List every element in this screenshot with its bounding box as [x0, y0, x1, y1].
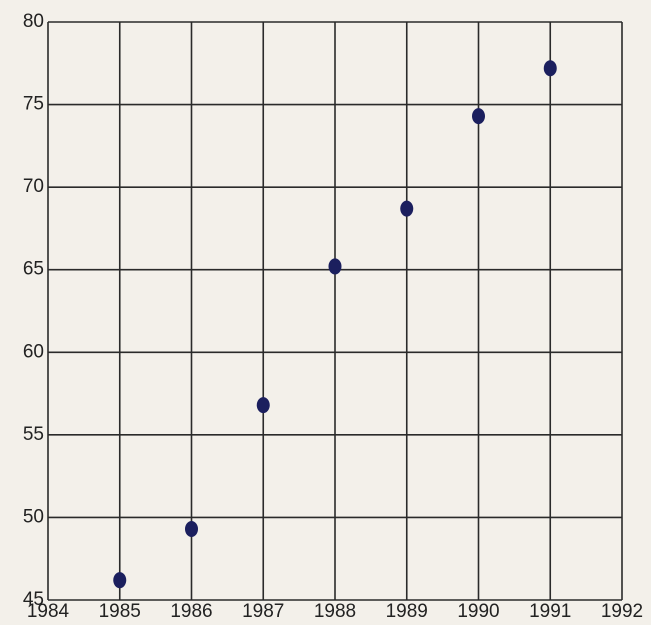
y-tick-label: 50 [23, 506, 44, 527]
y-tick-label: 60 [23, 341, 44, 362]
x-tick-label: 1992 [601, 601, 643, 622]
data-point [113, 572, 127, 589]
y-tick-label: 75 [23, 94, 44, 115]
x-tick-label: 1986 [170, 601, 212, 622]
x-tick-label: 1987 [242, 601, 284, 622]
x-tick-label: 1984 [27, 601, 70, 622]
data-point [543, 60, 557, 77]
y-tick-label: 70 [23, 176, 44, 197]
y-tick-label: 80 [23, 11, 44, 32]
data-point [400, 200, 414, 217]
x-tick-label: 1988 [314, 601, 356, 622]
x-tick-label: 1991 [529, 601, 571, 622]
y-tick-label: 45 [23, 589, 44, 610]
data-point [185, 520, 198, 537]
x-tick-label: 1990 [457, 601, 499, 622]
data-point [256, 397, 270, 414]
data-point [472, 108, 485, 125]
data-point [328, 258, 342, 275]
y-tick-label: 55 [23, 424, 44, 445]
y-tick-label: 65 [23, 259, 44, 280]
x-tick-label: 1985 [99, 601, 141, 622]
x-tick-label: 1989 [386, 601, 428, 622]
